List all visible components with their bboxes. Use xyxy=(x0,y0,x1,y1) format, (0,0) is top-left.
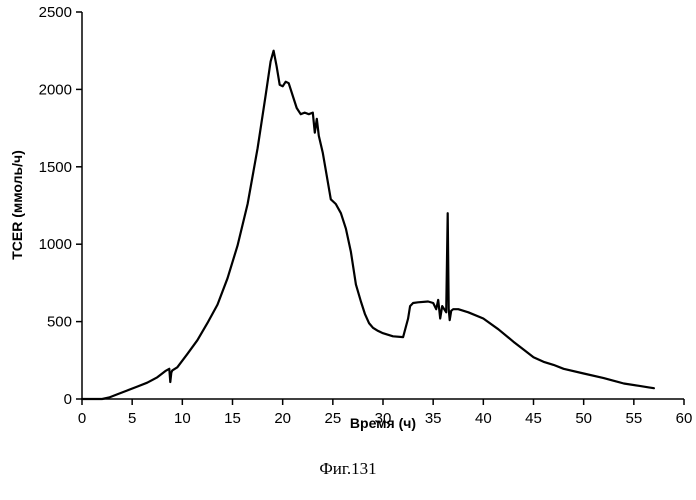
figure-caption: Фиг.131 xyxy=(319,459,376,478)
x-tick-label: 60 xyxy=(676,410,693,427)
x-axis-title: Время (ч) xyxy=(350,415,416,431)
tick-labels: 0510152025303540455055600500100015002000… xyxy=(39,4,693,427)
y-tick-label: 500 xyxy=(47,314,72,331)
y-tick-label: 2000 xyxy=(39,81,72,98)
y-tick-label: 2500 xyxy=(39,4,72,21)
x-tick-label: 35 xyxy=(425,410,442,427)
x-tick-label: 5 xyxy=(128,410,136,427)
x-tick-label: 15 xyxy=(224,410,241,427)
y-tick-label: 1000 xyxy=(39,236,72,253)
x-tick-label: 40 xyxy=(475,410,492,427)
x-tick-label: 0 xyxy=(78,410,86,427)
axis-ticks xyxy=(76,12,684,405)
y-tick-label: 0 xyxy=(64,391,72,408)
x-tick-label: 45 xyxy=(525,410,542,427)
x-tick-label: 55 xyxy=(625,410,642,427)
x-tick-label: 25 xyxy=(324,410,341,427)
y-tick-label: 1500 xyxy=(39,159,72,176)
x-tick-label: 10 xyxy=(174,410,191,427)
x-tick-label: 20 xyxy=(274,410,291,427)
plot-frame xyxy=(82,12,684,399)
series-line xyxy=(82,51,654,399)
x-tick-label: 50 xyxy=(575,410,592,427)
y-axis-title: TCER (ммоль/ч) xyxy=(9,150,25,260)
